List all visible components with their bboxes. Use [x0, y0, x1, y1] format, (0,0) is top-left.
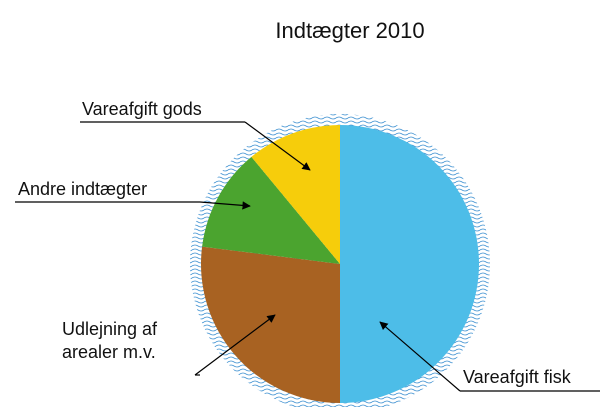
slice-label: Vareafgift fisk — [463, 367, 571, 387]
slice-label: Vareafgift gods — [82, 99, 202, 119]
slice-label: Udlejning af arealer m.v. — [62, 319, 158, 362]
pie-slice — [251, 125, 340, 264]
leader-arrow — [194, 314, 276, 376]
pie-slice — [200, 246, 340, 403]
chart-title: Indtægter 2010 — [275, 18, 425, 43]
pie-slice — [340, 125, 479, 403]
leader-arrow — [199, 201, 251, 210]
leader-arrow — [379, 321, 461, 392]
leader-arrow — [244, 121, 311, 171]
pie-slice — [202, 156, 340, 264]
slice-label: Andre indtægter — [18, 179, 148, 199]
